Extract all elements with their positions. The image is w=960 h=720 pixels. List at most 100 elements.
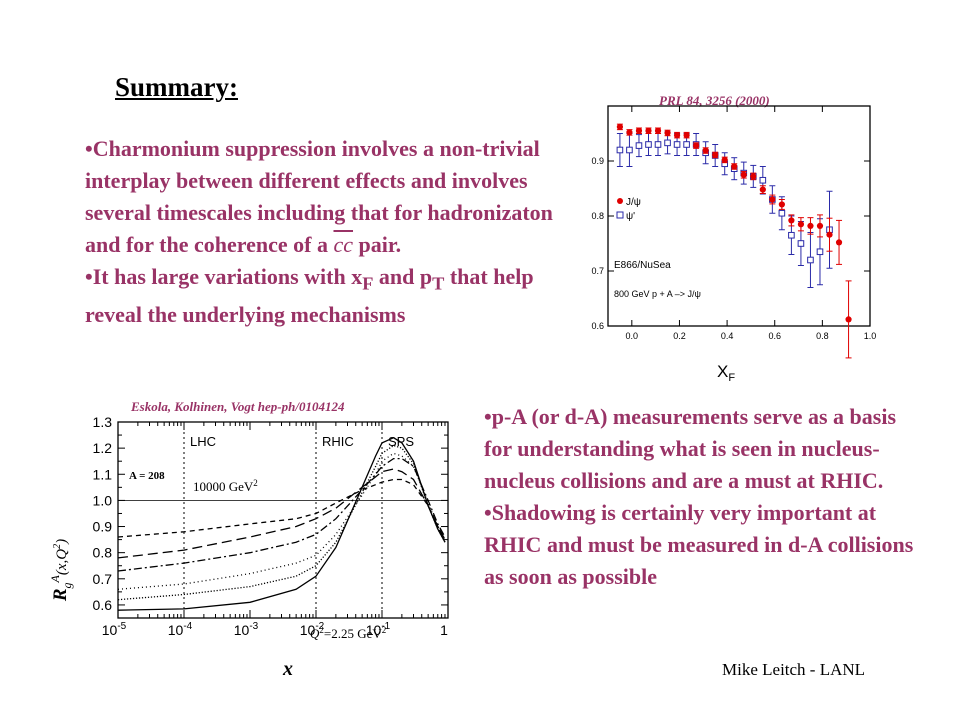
x-tick-label: 0.0 bbox=[626, 331, 639, 341]
bullet-text: pair. bbox=[353, 232, 402, 257]
subscript: T bbox=[432, 273, 445, 294]
data-point-psiprime bbox=[778, 209, 786, 217]
x-tick-label: 10-2 bbox=[300, 621, 325, 638]
data-point-jpsi bbox=[826, 231, 833, 238]
y-axis-title-args-end: ) bbox=[54, 539, 70, 545]
data-point-psiprime bbox=[635, 142, 643, 149]
annotation-nucleus: A = 208 bbox=[129, 470, 165, 482]
x-tick-base: 10 bbox=[366, 622, 382, 638]
y-tick-label: 1.1 bbox=[93, 466, 113, 482]
data-point-jpsi bbox=[654, 127, 662, 134]
bullet-text: p-A (or d-A) measurements serve as a bas… bbox=[484, 404, 897, 493]
y-tick-label: 0.8 bbox=[93, 545, 113, 561]
y-axis-title-sup: A bbox=[48, 574, 62, 583]
y-tick-label: 0.6 bbox=[93, 597, 113, 613]
y-tick-label: 0.7 bbox=[591, 266, 604, 276]
y-tick-label: 1.3 bbox=[93, 414, 113, 430]
cc-pair-symbol: cc bbox=[333, 232, 354, 257]
annotation-q-low-val: =2.25 GeV bbox=[324, 626, 382, 641]
data-point-psiprime bbox=[654, 141, 662, 148]
data-point-jpsi bbox=[835, 239, 843, 246]
bullet-text: and p bbox=[373, 264, 433, 289]
data-point-jpsi bbox=[616, 123, 624, 130]
y-tick-label: 0.7 bbox=[93, 571, 113, 587]
annotation-q-high: 10000 GeV2 bbox=[193, 478, 258, 494]
x-tick-base: 1 bbox=[440, 622, 448, 638]
data-point-jpsi bbox=[816, 222, 824, 229]
data-point-jpsi bbox=[731, 163, 738, 170]
data-point-jpsi bbox=[778, 201, 785, 208]
x-axis-title: x bbox=[282, 658, 293, 680]
data-point-jpsi bbox=[721, 156, 728, 163]
bullet-item: Charmonium suppression involves a non-tr… bbox=[85, 133, 575, 261]
reaction-label: 800 GeV p + A –> J/ψ bbox=[614, 289, 701, 299]
data-point-psiprime bbox=[759, 176, 767, 184]
y-axis-title-args: (x,Q bbox=[54, 549, 70, 575]
y-tick-label: 0.8 bbox=[591, 211, 604, 221]
x-tick-exponent: -1 bbox=[381, 621, 390, 632]
data-point-jpsi bbox=[664, 129, 671, 137]
data-point-jpsi bbox=[845, 316, 852, 323]
legend-label-jpsi: J/ψ bbox=[626, 197, 641, 208]
slide-title: Summary: bbox=[115, 72, 238, 102]
data-point-psiprime bbox=[683, 141, 690, 148]
subscript: F bbox=[362, 273, 374, 294]
curve-dense-dotted bbox=[117, 444, 446, 601]
x-tick-exponent: -3 bbox=[249, 621, 258, 632]
data-point-jpsi bbox=[702, 147, 709, 154]
annotation-q-high-sup: 2 bbox=[253, 478, 258, 488]
bullet-item: It has large variations with xF and pT t… bbox=[85, 261, 575, 331]
data-point-jpsi bbox=[797, 221, 805, 228]
x-tick-label: 10-1 bbox=[366, 621, 391, 638]
y-axis-title-args-sup: 2 bbox=[52, 544, 63, 549]
legend-label-psiprime: ψ' bbox=[626, 211, 635, 222]
bullet-list-bottom: p-A (or d-A) measurements serve as a bas… bbox=[484, 401, 924, 593]
y-tick-label: 0.9 bbox=[93, 519, 113, 535]
y-axis-title: RgA(x,Q2) bbox=[48, 539, 74, 602]
annotation-q-high-text: 10000 GeV bbox=[193, 479, 254, 494]
data-point-psiprime bbox=[645, 141, 652, 148]
curve-dash-dot bbox=[117, 457, 446, 572]
bullet-text: Shadowing is certainly very important at… bbox=[484, 500, 914, 589]
x-tick-label: 10-5 bbox=[102, 621, 127, 638]
data-point-jpsi bbox=[626, 129, 633, 136]
xf-suppression-chart: 0.0 0.2 0.4 0.6 0.8 1.0 0.6 0.7 0.8 0.9 J/ψ ψ' E8… bbox=[591, 105, 876, 384]
data-point-jpsi bbox=[769, 196, 776, 203]
data-point-psiprime bbox=[664, 139, 671, 147]
experiment-label: E866/NuSea bbox=[614, 260, 671, 271]
data-point-jpsi bbox=[759, 186, 766, 193]
author-footer: Mike Leitch - LANL bbox=[722, 660, 866, 679]
curve-solid bbox=[117, 436, 446, 611]
data-point-psiprime bbox=[673, 141, 681, 148]
legend-marker-psiprime bbox=[616, 211, 624, 219]
bullet-text: It has large variations with x bbox=[92, 264, 363, 289]
y-tick-label: 0.9 bbox=[591, 156, 604, 166]
y-axis-title-sub: g bbox=[60, 582, 74, 588]
data-point-jpsi bbox=[693, 142, 700, 149]
x-tick-base: 10 bbox=[300, 622, 316, 638]
annotation-q-low: Q2=2.25 GeV2 bbox=[310, 625, 386, 641]
y-tick-label: 0.6 bbox=[591, 321, 604, 331]
x-tick-label: 0.6 bbox=[768, 331, 781, 341]
curve-short-dash bbox=[117, 478, 446, 540]
plot-frame bbox=[117, 421, 449, 619]
x-tick-base: 10 bbox=[168, 622, 184, 638]
x-tick-label: 10-4 bbox=[168, 621, 193, 638]
y-axis-title-r: R bbox=[50, 588, 71, 602]
x-axis-title-sub: F bbox=[728, 372, 735, 384]
data-point-jpsi bbox=[740, 171, 747, 178]
data-point-psiprime bbox=[788, 231, 795, 239]
data-point-psiprime bbox=[816, 248, 824, 256]
y-tick-label: 1.2 bbox=[93, 440, 113, 456]
annotation-q-low-sup2: 2 bbox=[382, 625, 387, 635]
chart-citation-eskola: Eskola, Kolhinen, Vogt hep-ph/0104124 bbox=[131, 399, 345, 414]
data-point-psiprime bbox=[616, 146, 624, 154]
bullet-text: Charmonium suppression involves a non-tr… bbox=[85, 136, 553, 257]
x-tick-label: 0.8 bbox=[816, 331, 829, 341]
legend-marker-jpsi bbox=[617, 198, 623, 204]
bullet-list-top: Charmonium suppression involves a non-tr… bbox=[85, 133, 575, 331]
data-point-jpsi bbox=[645, 127, 652, 134]
data-point-jpsi bbox=[807, 222, 814, 229]
data-point-jpsi bbox=[712, 151, 719, 159]
bullet-item: p-A (or d-A) measurements serve as a bas… bbox=[484, 401, 924, 497]
